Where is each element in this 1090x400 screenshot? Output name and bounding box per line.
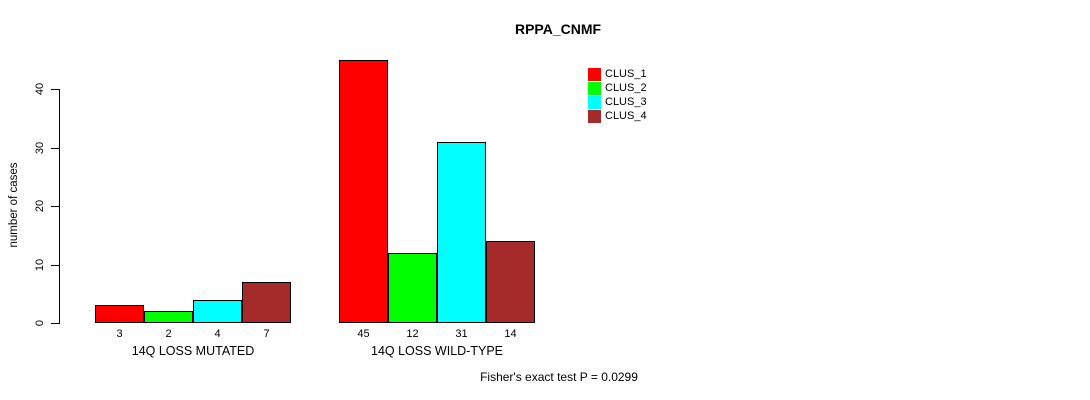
x-axis-group-label: 14Q LOSS MUTATED	[131, 344, 255, 358]
fisher-test-annotation: Fisher's exact test P = 0.0299	[480, 370, 638, 384]
y-tick	[51, 264, 59, 266]
y-tick	[51, 323, 59, 324]
bar	[437, 141, 486, 323]
y-tick	[51, 89, 59, 90]
bar-value-label: 4	[214, 328, 221, 340]
y-axis-title: number of cases	[8, 162, 20, 248]
bar	[388, 252, 437, 323]
bar-value-label: 7	[263, 328, 270, 340]
legend-item: CLUS_2	[588, 81, 647, 95]
legend-swatch	[588, 67, 601, 81]
legend-label: CLUS_2	[605, 82, 647, 94]
legend-swatch	[588, 109, 601, 123]
bar	[242, 282, 291, 323]
legend-label: CLUS_1	[605, 68, 647, 80]
legend-swatch	[588, 95, 601, 109]
bar-value-label: 45	[357, 328, 370, 340]
bar	[486, 241, 535, 323]
y-axis-line	[59, 89, 60, 324]
bar-value-label: 14	[504, 328, 517, 340]
bar	[144, 311, 193, 323]
y-tick-label: 40	[34, 82, 46, 96]
bar	[193, 299, 242, 323]
legend: CLUS_1 CLUS_2 CLUS_3 CLUS_4	[588, 67, 647, 123]
chart-title: RPPA_CNMF	[514, 21, 602, 37]
bar-value-label: 2	[165, 328, 172, 340]
legend-item: CLUS_4	[588, 109, 647, 123]
y-tick-label: 0	[34, 319, 46, 327]
x-axis-group-label: 14Q LOSS WILD-TYPE	[371, 344, 503, 358]
y-tick-label: 30	[34, 141, 46, 154]
bar-value-label: 12	[406, 328, 419, 340]
y-tick	[51, 147, 59, 149]
bar	[95, 305, 144, 323]
legend-swatch	[588, 81, 601, 95]
bar-value-label: 31	[455, 328, 468, 340]
bar	[339, 59, 388, 323]
y-tick-label: 20	[34, 199, 46, 213]
legend-item: CLUS_1	[588, 67, 647, 81]
bar-value-label: 3	[116, 328, 123, 340]
y-tick-label: 10	[34, 258, 46, 271]
y-tick	[51, 206, 59, 207]
legend-label: CLUS_3	[605, 96, 647, 108]
legend-label: CLUS_4	[605, 110, 647, 122]
legend-item: CLUS_3	[588, 95, 647, 109]
